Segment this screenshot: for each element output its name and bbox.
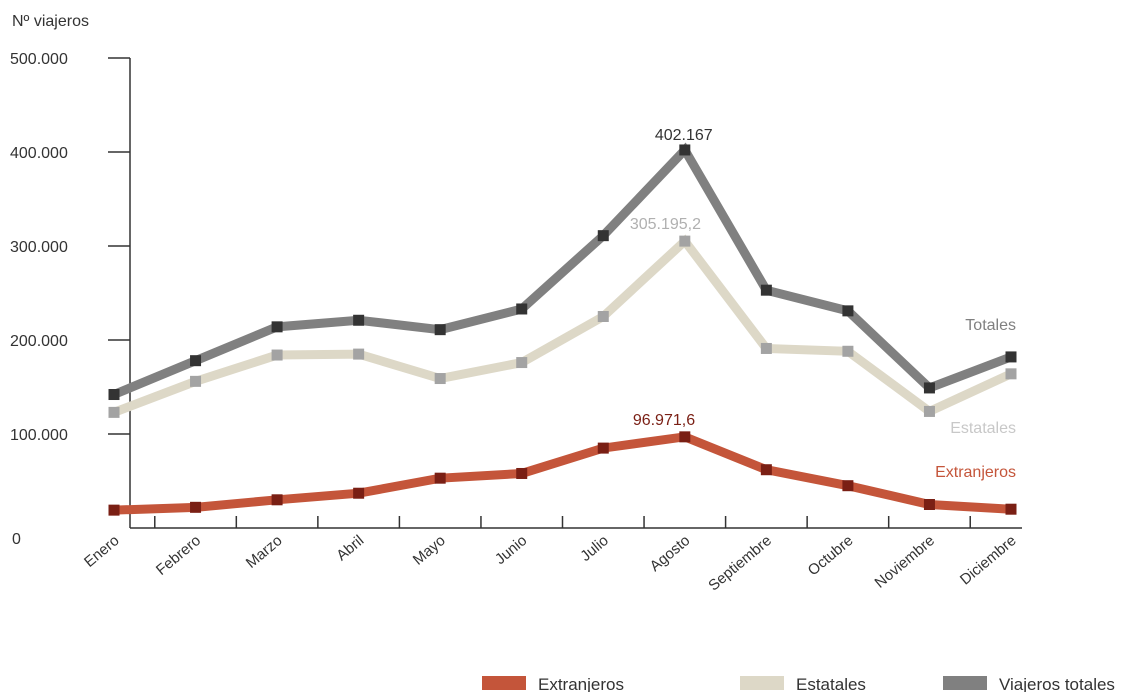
data-point (434, 472, 446, 484)
data-point (1005, 503, 1017, 515)
data-point (353, 487, 365, 499)
data-point (923, 382, 935, 394)
data-point (434, 373, 446, 385)
data-point (108, 504, 120, 516)
peak-label: 402.167 (655, 127, 713, 144)
data-point (760, 342, 772, 354)
series-line-0 (113, 432, 1012, 515)
x-tick-label: Agosto (647, 532, 694, 575)
legend-swatch (482, 676, 526, 690)
data-point (434, 324, 446, 336)
data-point (1005, 368, 1017, 380)
data-point (597, 442, 609, 454)
x-tick-label: Febrero (153, 532, 204, 579)
data-point (353, 314, 365, 326)
x-tick-label: Mayo (410, 532, 449, 569)
data-point (842, 345, 854, 357)
annotations: 96.971,6 Extranjeros 305.195,2 Estatales 402… (630, 127, 1016, 481)
data-point (271, 321, 283, 333)
x-tick-label: Junio (492, 532, 530, 568)
data-point (271, 494, 283, 506)
x-tick-label: Enero (81, 532, 123, 571)
data-point (271, 349, 283, 361)
series-end-label: Totales (965, 317, 1016, 334)
data-point (516, 357, 528, 369)
legend-label: Viajeros totales (999, 675, 1115, 692)
data-point (516, 303, 528, 315)
data-point (353, 348, 365, 360)
data-point (842, 480, 854, 492)
data-point (190, 355, 202, 367)
legend-label: Estatales (796, 675, 866, 692)
data-point (679, 235, 691, 247)
series-line-2 (112, 142, 1013, 399)
data-point (923, 499, 935, 510)
x-tick-label: Septiembre (705, 532, 775, 594)
series-end-label: Extranjeros (935, 464, 1016, 481)
series-layer (108, 142, 1017, 516)
x-tick-label: Julio (577, 532, 612, 565)
data-point (842, 305, 854, 317)
legend-swatch (943, 676, 987, 690)
y-tick-label: 0 (12, 531, 21, 548)
y-tick-label: 100.000 (10, 427, 68, 444)
series-end-label: Estatales (950, 420, 1016, 437)
legend-label: Extranjeros (538, 675, 624, 692)
y-tick-label: 300.000 (10, 239, 68, 256)
y-axis-label: Nº viajeros (12, 13, 89, 30)
data-point (1005, 351, 1017, 363)
y-tick-label: 500.000 (10, 51, 68, 68)
data-point (190, 501, 202, 513)
data-point (108, 406, 120, 418)
legend-swatch (740, 676, 784, 690)
x-tick-label: Diciembre (957, 532, 1020, 588)
data-point (760, 284, 772, 296)
data-point (760, 464, 772, 476)
legend: Extranjeros Estatales Viajeros totales (482, 675, 1115, 692)
y-tick-label: 400.000 (10, 145, 68, 162)
data-point (679, 144, 691, 156)
data-point (597, 230, 609, 242)
peak-label: 305.195,2 (630, 216, 701, 233)
y-tick-label: 200.000 (10, 333, 68, 350)
data-point (190, 375, 202, 387)
data-point (108, 389, 120, 401)
x-tick-label: Noviembre (872, 532, 938, 592)
x-tick-label: Marzo (243, 532, 286, 572)
x-tick-label: Abril (333, 532, 367, 564)
peak-label: 96.971,6 (633, 412, 695, 429)
x-tick-label: Octubre (805, 532, 857, 579)
series-line-1 (112, 234, 1013, 417)
data-point (597, 311, 609, 322)
data-point (923, 405, 935, 417)
data-point (516, 467, 528, 479)
data-point (679, 431, 691, 443)
